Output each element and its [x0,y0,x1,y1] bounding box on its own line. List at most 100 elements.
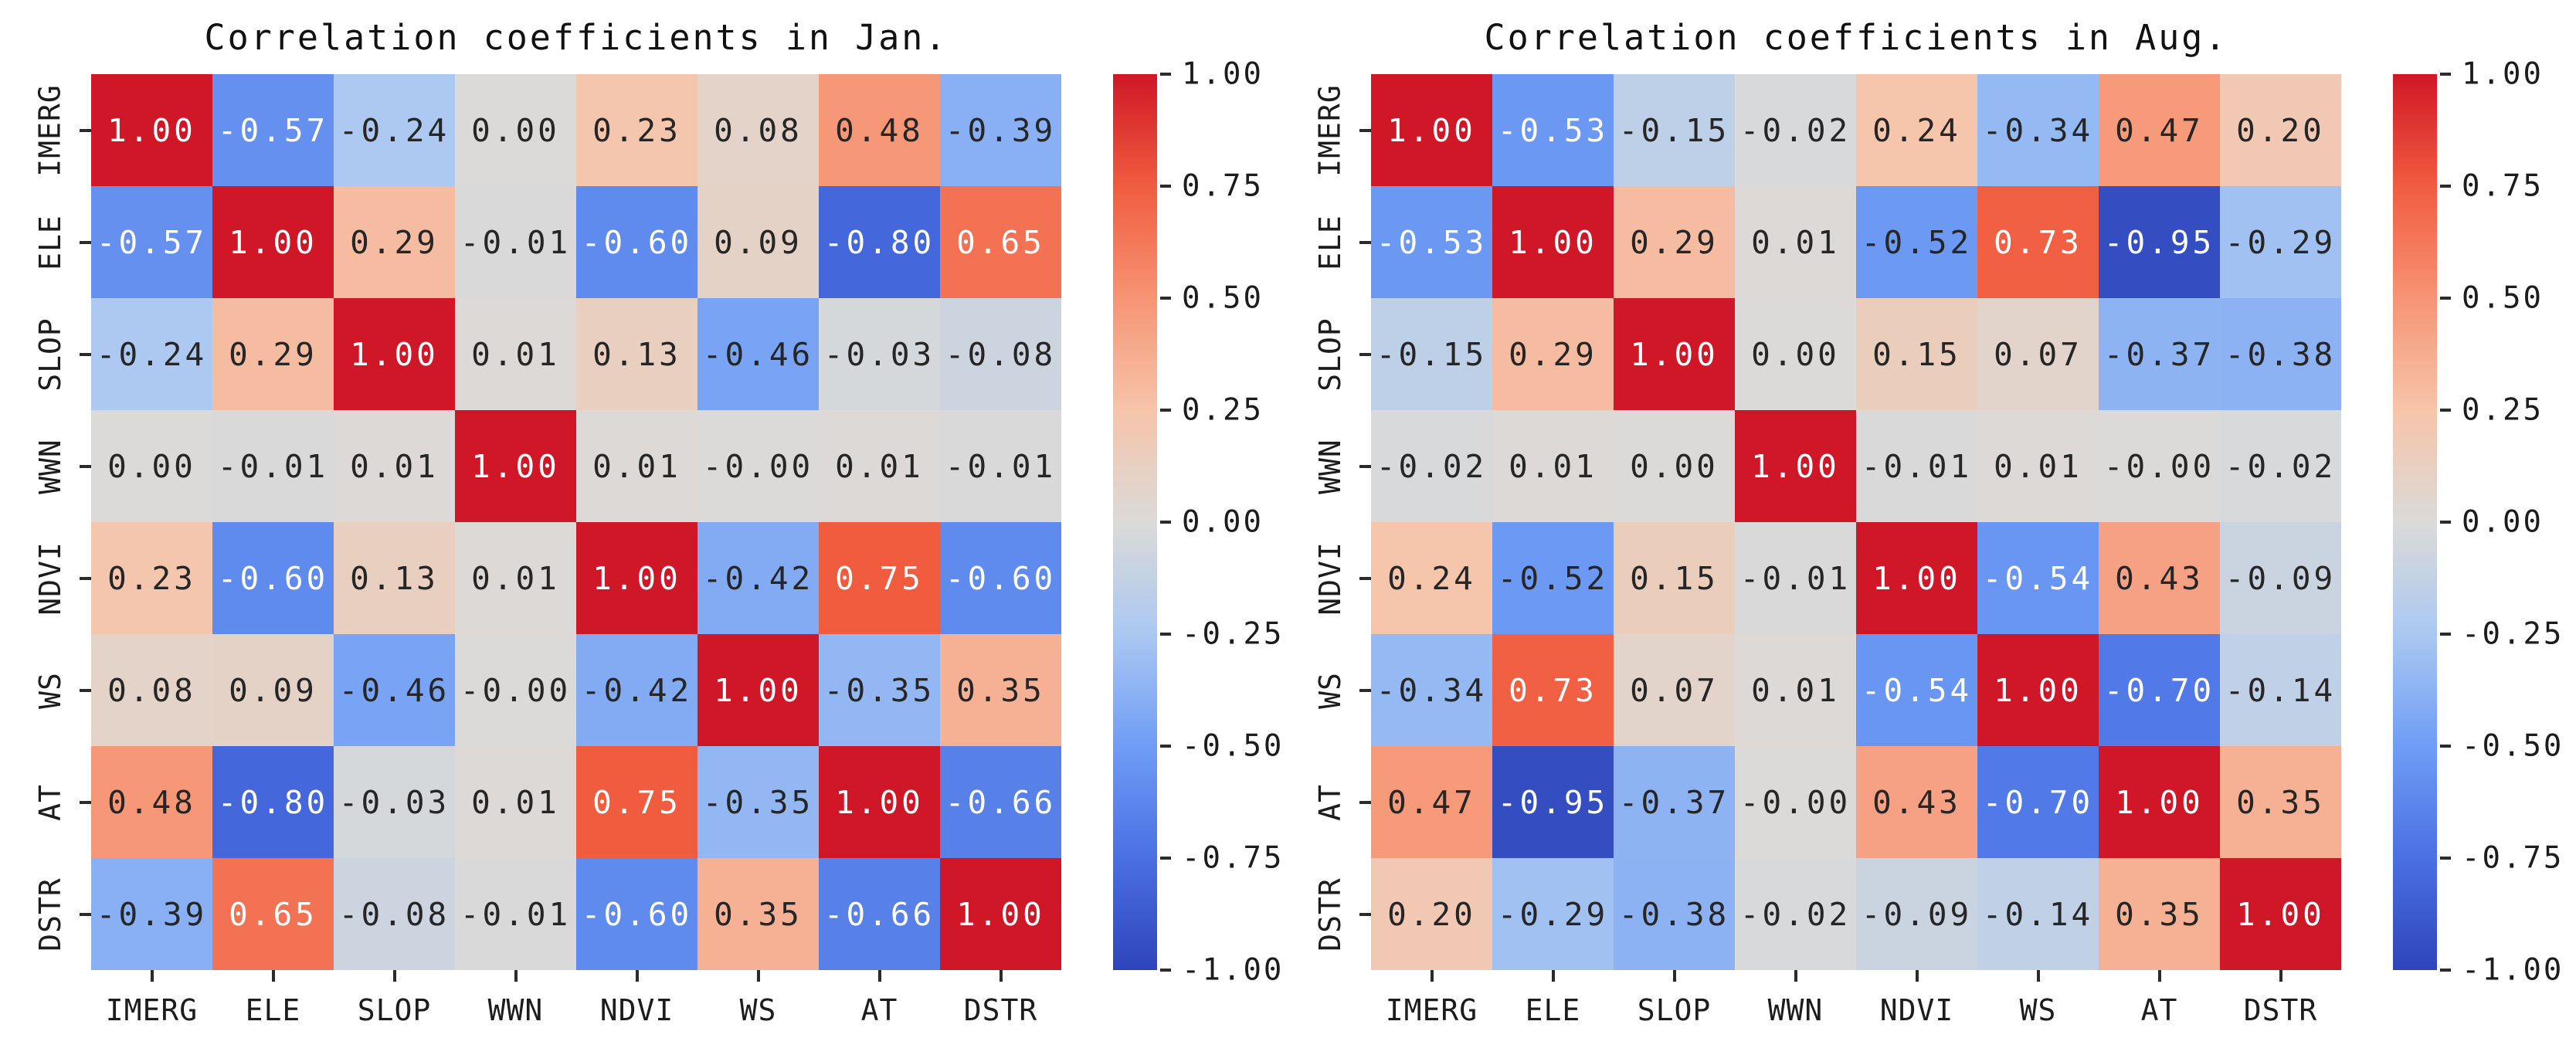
heatmap-cell: -0.01 [455,186,576,298]
heatmap-cell: 0.01 [455,746,576,858]
colorbar-tick-labels: 1.00 0.75 0.50 0.25 0.00 -0.25 -0.50 -0.75 -1.00 [2462,57,2576,988]
tick-mark [80,522,91,634]
tick-mark [1160,633,1171,636]
colorbar-tick-label: 1.00 [1182,56,1264,92]
heatmap-cell: 1.00 [1856,522,1977,634]
x-axis-labels: IMERG ELE SLOP WWN NDVI WS AT DSTR [1371,989,2341,1032]
heatmap-cell: -0.95 [1492,746,1614,858]
heatmap-cell: -0.42 [697,522,819,634]
heatmap-cell: 0.29 [1614,186,1735,298]
heatmap-cell: -0.00 [2099,410,2220,522]
heatmap-cell: 0.01 [1735,186,1856,298]
heatmap-cell: -0.01 [1856,410,1977,522]
chart-title-aug: Correlation coefficients in Aug. [1484,17,2228,58]
heatmap-cell: 1.00 [212,186,334,298]
heatmap-cell: -0.02 [2220,410,2341,522]
tick-mark [1359,186,1371,298]
tick-mark [455,970,576,982]
heatmap-cell: -0.66 [940,746,1061,858]
tick-mark [2440,745,2451,748]
heatmap-cell: 0.75 [819,522,940,634]
heatmap-cell: 1.00 [1371,74,1492,186]
heatmap-cell: 0.15 [1614,522,1735,634]
y-tick-label: ELE [33,214,68,270]
y-tick-label: IMERG [33,83,68,177]
heatmap-cell: 1.00 [1977,634,2099,746]
tick-mark [1160,857,1171,860]
heatmap-cell: -0.34 [1371,634,1492,746]
tick-mark [1735,970,1856,982]
heatmap-cell: 0.43 [1856,746,1977,858]
x-tick-label: IMERG [105,993,199,1027]
x-tick-label: WWN [1767,993,1824,1027]
heatmap-cell: -0.15 [1371,298,1492,410]
y-axis-ticks [80,74,91,970]
heatmap-cell: 0.07 [1614,634,1735,746]
heatmap-cell: 1.00 [91,74,212,186]
heatmap-cell: 1.00 [1492,186,1614,298]
y-tick-label: SLOP [33,317,68,392]
heatmap-cell: 0.29 [1492,298,1614,410]
heatmap-panel-jan: Correlation coefficients in Jan. IMERG EL… [32,17,1296,1027]
colorbar-tick-label: 0.75 [1182,168,1264,204]
heatmap-cell: 1.00 [819,746,940,858]
heatmap-cell: 0.24 [1371,522,1492,634]
heatmap-cell: -0.70 [2099,634,2220,746]
heatmap-cell: 1.00 [940,858,1061,970]
colorbar-ticks [2437,73,2451,972]
tick-mark [2440,73,2451,76]
colorbar-ticks [1157,73,1171,972]
heatmap-cell: -0.14 [1977,858,2099,970]
heatmap-cell: -0.60 [212,522,334,634]
colorbar-tick-labels: 1.00 0.75 0.50 0.25 0.00 -0.25 -0.50 -0.75 -1.00 [1182,57,1296,988]
heatmap-cell: -0.35 [819,634,940,746]
tick-mark [2220,970,2341,982]
heatmap-cell: -0.57 [212,74,334,186]
heatmap-cell: 0.07 [1977,298,2099,410]
x-tick-label: ELE [245,993,301,1027]
heatmap-cell: -0.01 [940,410,1061,522]
heatmap-cell: 0.00 [91,410,212,522]
heatmap-cell: -0.60 [940,522,1061,634]
tick-mark [576,970,697,982]
heatmap-cell: -0.24 [334,74,455,186]
heatmap-cell: 0.08 [91,634,212,746]
tick-mark [1160,745,1171,748]
heatmap-cell: -0.39 [91,858,212,970]
colorbar-tick-label: 0.25 [2462,392,2544,428]
tick-mark [1359,634,1371,746]
heatmap-cell: 0.24 [1856,74,1977,186]
heatmap-cell: -0.53 [1492,74,1614,186]
tick-mark [1856,970,1977,982]
heatmap-cell: -0.02 [1735,858,1856,970]
tick-mark [2440,185,2451,188]
heatmap-cell: -0.60 [576,858,697,970]
chart-title-jan: Correlation coefficients in Jan. [204,17,949,58]
heatmap-cell: -0.00 [1735,746,1856,858]
tick-mark [1371,970,1492,982]
heatmap-cell: 0.47 [2099,74,2220,186]
heatmap-cell: -0.01 [455,858,576,970]
y-axis-labels: IMERG ELE SLOP WWN NDVI WS AT DSTR [1303,74,1357,970]
heatmap-cell: -0.37 [1614,746,1735,858]
tick-mark [1977,970,2099,982]
y-tick-label: WS [32,671,67,709]
heatmap-panel-aug: Correlation coefficients in Aug. IMERG EL… [1280,0,2576,1045]
heatmap-cell: -0.03 [334,746,455,858]
heatmap-cell: 0.09 [212,634,334,746]
tick-mark [2440,297,2451,300]
heatmap-grid-jan: 1.00 -0.57 -0.24 0.00 0.23 0.08 0.48 -0.39 -0.57… [91,74,1061,970]
tick-mark [334,970,455,982]
heatmap-cell: 0.43 [2099,522,2220,634]
tick-mark [2099,970,2220,982]
tick-mark [1359,858,1371,970]
y-tick-label: IMERG [1313,83,1348,177]
heatmap-cell: -0.01 [212,410,334,522]
heatmap-cell: -0.53 [1371,186,1492,298]
heatmap-cell: 0.01 [1977,410,2099,522]
y-tick-label: WWN [33,438,68,494]
heatmap-cell: -0.42 [576,634,697,746]
heatmap-cell: 0.01 [334,410,455,522]
heatmap-cell: 0.08 [697,74,819,186]
